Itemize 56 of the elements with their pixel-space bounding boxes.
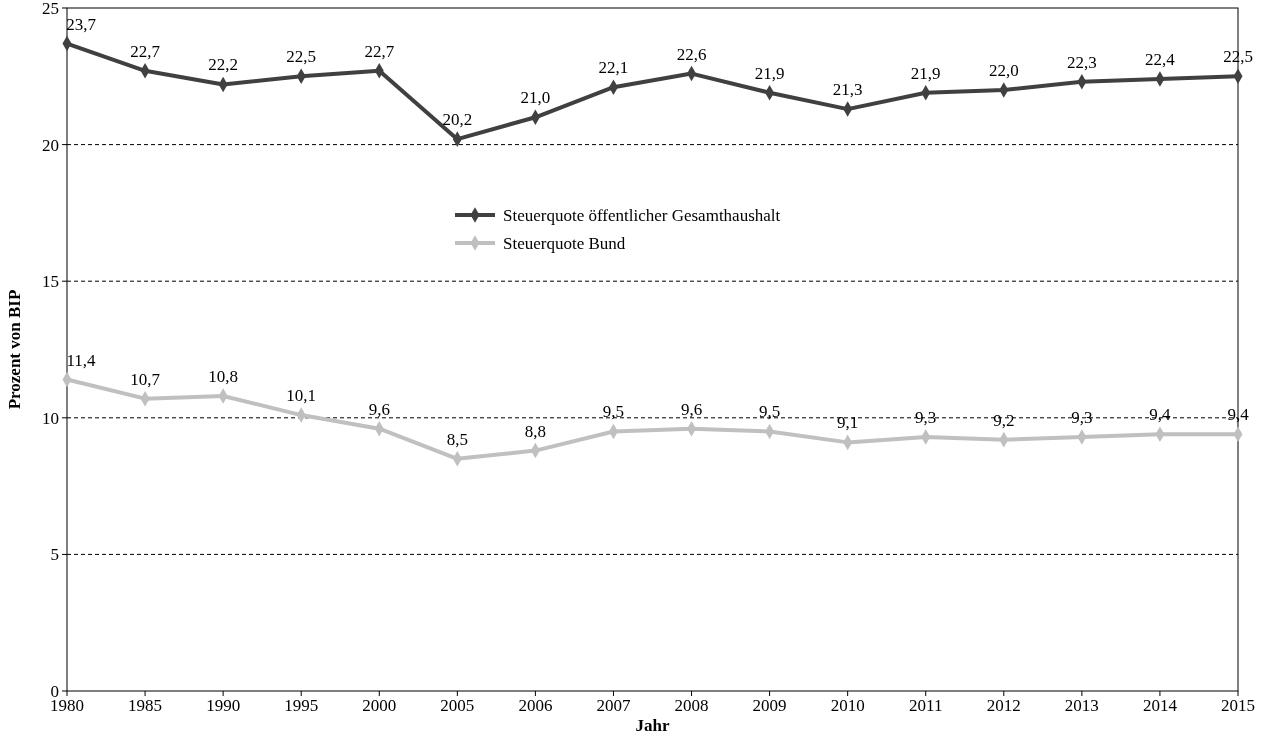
y-tick-label: 10 xyxy=(42,408,59,428)
data-label: 21,9 xyxy=(754,63,785,83)
x-tick-label: 2012 xyxy=(986,696,1021,715)
y-tick-label: 15 xyxy=(42,272,59,292)
data-label: 9,3 xyxy=(915,407,937,427)
data-label: 10,7 xyxy=(130,369,161,389)
x-tick-label: 2005 xyxy=(440,696,475,715)
x-tick-label: 1995 xyxy=(284,696,319,715)
data-label: 21,9 xyxy=(910,63,941,83)
x-tick-label: 2015 xyxy=(1221,696,1255,715)
data-label: 9,5 xyxy=(758,402,781,422)
data-label: 22,6 xyxy=(676,44,707,64)
y-tick-label: 20 xyxy=(42,135,59,155)
x-tick-label: 2009 xyxy=(752,696,787,715)
data-label: 22,7 xyxy=(130,41,161,61)
data-label: 9,4 xyxy=(1149,405,1172,425)
data-label: 22,4 xyxy=(1145,50,1176,70)
y-axis-title: Prozent von BIP xyxy=(5,289,24,410)
x-axis-title: Jahr xyxy=(635,716,670,735)
data-label: 9,5 xyxy=(602,402,625,422)
data-label: 9,1 xyxy=(837,413,859,433)
data-label: 22,1 xyxy=(598,58,629,78)
data-label: 10,8 xyxy=(208,366,239,386)
data-label: 23,7 xyxy=(66,14,97,34)
data-label: 22,0 xyxy=(988,60,1019,80)
data-label: 9,4 xyxy=(1227,405,1250,425)
data-label: 21,0 xyxy=(520,88,551,108)
data-label: 22,2 xyxy=(208,55,239,75)
x-tick-label: 2006 xyxy=(518,696,553,715)
data-label: 9,6 xyxy=(680,399,703,419)
data-label: 11,4 xyxy=(66,350,97,370)
x-tick-label: 2007 xyxy=(596,696,631,715)
data-label: 9,6 xyxy=(368,399,390,419)
x-tick-label: 2000 xyxy=(362,696,397,715)
data-label: 20,2 xyxy=(442,110,473,130)
data-label: 21,3 xyxy=(832,80,863,100)
y-tick-label: 25 xyxy=(42,0,59,18)
x-tick-label: 2013 xyxy=(1064,696,1099,715)
data-label: 9,2 xyxy=(993,410,1015,430)
x-tick-label: 2010 xyxy=(830,696,865,715)
data-label: 8,5 xyxy=(446,429,468,449)
x-tick-label: 1990 xyxy=(206,696,241,715)
x-tick-label: 2008 xyxy=(674,696,709,715)
x-tick-label: 2014 xyxy=(1142,696,1178,715)
data-label: 22,5 xyxy=(1223,47,1253,67)
legend-label: Steuerquote Bund xyxy=(503,233,626,253)
data-label: 22,5 xyxy=(286,47,317,67)
data-label: 8,8 xyxy=(524,421,547,441)
data-label: 22,3 xyxy=(1066,52,1097,72)
legend-label: Steuerquote öffentlicher Gesamthaushalt xyxy=(503,205,781,225)
data-label: 9,3 xyxy=(1071,407,1093,427)
data-label: 22,7 xyxy=(364,41,395,61)
x-tick-label: 1985 xyxy=(128,696,163,715)
x-tick-label: 2011 xyxy=(909,696,943,715)
y-tick-label: 5 xyxy=(50,545,59,565)
data-label: 10,1 xyxy=(286,386,317,406)
